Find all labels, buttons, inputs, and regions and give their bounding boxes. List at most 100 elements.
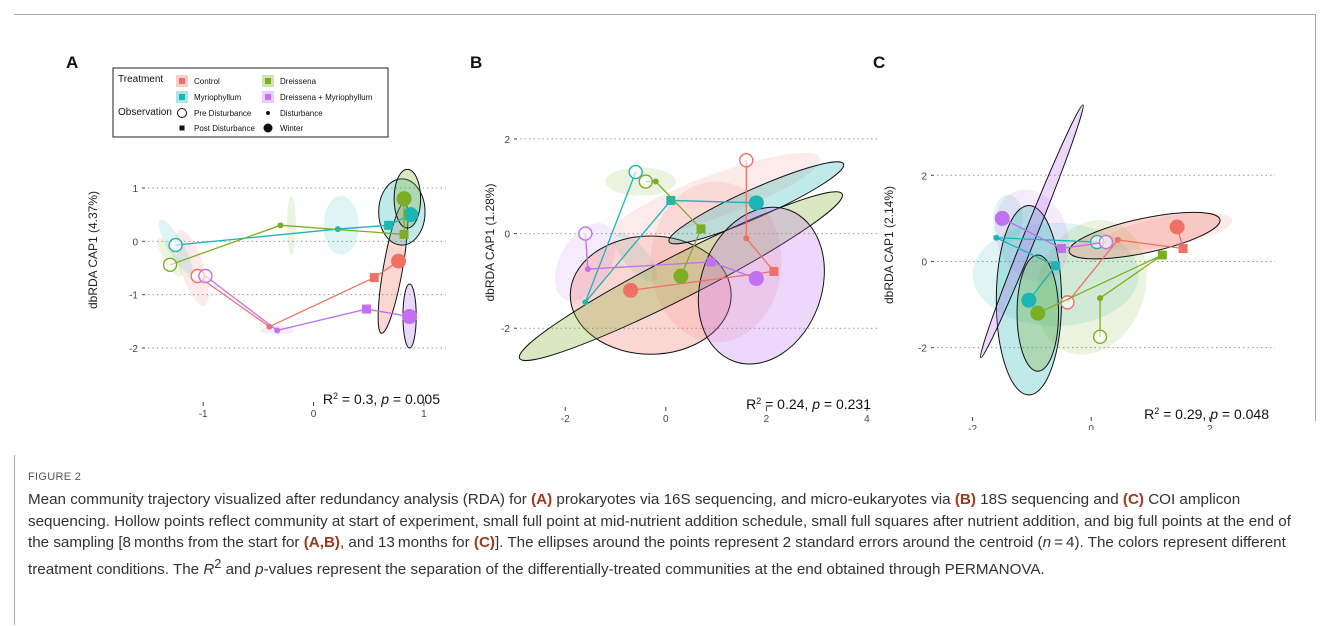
winter-point (403, 207, 419, 223)
post-disturbance-point (666, 195, 676, 205)
post-disturbance-point (1178, 244, 1188, 254)
post-disturbance-point (369, 273, 379, 283)
trajectory-line (175, 214, 411, 246)
panel-letter: A (66, 53, 78, 72)
confidence-ellipse (697, 206, 825, 365)
legend-treatment-title: Treatment (118, 74, 163, 85)
post-disturbance-point (399, 229, 409, 239)
figure-label: FIGURE 2 (28, 471, 82, 483)
permanova-stat: R2 = 0.24, p = 0.231 (746, 396, 871, 412)
pre-disturbance-point (739, 153, 754, 168)
winter-point (748, 195, 764, 211)
x-tick-label: -2 (968, 424, 977, 430)
legend-box (112, 67, 389, 138)
pre-disturbance-point (628, 164, 643, 180)
disturbance-point (584, 266, 591, 273)
permanova-stat: R2 = 0.3, p = 0.005 (323, 391, 440, 407)
x-tick-label: 2 (1207, 424, 1213, 430)
y-axis-label: dbRDA CAP1 (2.14%) (882, 186, 896, 304)
disturbance-point (1097, 295, 1104, 302)
y-tick-label: -2 (918, 344, 927, 355)
confidence-ellipse (175, 230, 209, 306)
winter-point (1169, 219, 1185, 235)
legend-observation-label: Disturbance (280, 109, 323, 118)
trajectory-line (169, 198, 405, 266)
trajectory-line (630, 160, 776, 292)
legend-key-swatch (265, 78, 271, 84)
pre-disturbance-point (578, 226, 593, 241)
winter-point (673, 268, 689, 284)
pre-disturbance-point (1098, 234, 1114, 250)
disturbance-point (1114, 236, 1121, 243)
y-tick-label: 1 (132, 184, 138, 195)
y-tick-label: 2 (921, 171, 927, 182)
confidence-ellipse (1103, 212, 1233, 250)
legend-treatment-label: Control (194, 77, 220, 86)
legend-treatment-label: Dreissena (280, 77, 317, 86)
legend-square (179, 125, 185, 131)
post-disturbance-point (1051, 261, 1061, 271)
post-disturbance-point (706, 257, 716, 267)
x-tick-label: 1 (421, 409, 427, 420)
x-tick-label: 0 (663, 414, 669, 425)
winter-point (1030, 305, 1046, 321)
pre-disturbance-point (168, 237, 183, 253)
legend-observation-label: Pre Disturbance (194, 109, 252, 118)
pre-disturbance-point (162, 257, 178, 272)
winter-point (994, 210, 1010, 226)
pre-disturbance-point (1092, 329, 1108, 345)
confidence-ellipse (1035, 220, 1147, 355)
legend: Treatment Observation Control Myriophyllum D… (112, 67, 389, 138)
confidence-ellipse (994, 189, 1070, 282)
y-tick-label: -2 (129, 344, 138, 355)
x-tick-label: -1 (199, 409, 208, 420)
figure-frame (14, 14, 1316, 421)
legend-small-dot (266, 111, 270, 115)
figure-caption: Mean community trajectory visualized aft… (28, 491, 1291, 579)
trajectory-line (1037, 254, 1163, 337)
disturbance-point (277, 222, 284, 229)
trajectory-line (197, 260, 399, 328)
x-tick-label: -2 (561, 414, 570, 425)
pre-disturbance-point (638, 174, 653, 189)
confidence-ellipse (614, 232, 658, 282)
post-disturbance-point (1057, 244, 1067, 254)
confidence-ellipse (287, 196, 296, 255)
confidence-ellipse (611, 152, 821, 239)
trajectory-line (996, 237, 1098, 301)
y-tick-label: 2 (504, 135, 510, 146)
winter-point (623, 282, 639, 298)
disturbance-point (993, 234, 1000, 241)
y-tick-label: -2 (501, 324, 510, 335)
post-disturbance-point (362, 304, 372, 314)
legend-hollow-circle (177, 108, 187, 118)
trajectory-line (1066, 226, 1184, 303)
y-axis-label: dbRDA CAP1 (1.28%) (483, 183, 497, 301)
y-tick-label: 0 (504, 230, 510, 241)
panel-letter: B (470, 53, 482, 72)
legend-big-dot (263, 123, 273, 133)
post-disturbance-point (696, 224, 706, 234)
disturbance-point (743, 235, 750, 242)
legend-observation-label: Post Disturbance (194, 124, 255, 133)
legend-key-swatch (265, 94, 271, 100)
confidence-ellipse (554, 222, 616, 301)
legend-observation-title: Observation (118, 107, 172, 118)
winter-point (1021, 292, 1037, 308)
disturbance-point (582, 299, 589, 306)
winter-point (391, 253, 407, 269)
legend-key-swatch (179, 78, 185, 84)
x-tick-label: 0 (1088, 424, 1094, 430)
pre-disturbance-point (198, 268, 213, 284)
confidence-ellipse (1068, 211, 1221, 260)
legend-treatment-label: Myriophyllum (194, 93, 241, 102)
legend-key-swatch (179, 94, 185, 100)
caption-rule (14, 455, 15, 625)
y-tick-label: -1 (129, 291, 138, 302)
y-tick-label: 0 (921, 257, 927, 268)
x-tick-label: 2 (764, 414, 770, 425)
x-tick-label: 4 (864, 414, 870, 425)
